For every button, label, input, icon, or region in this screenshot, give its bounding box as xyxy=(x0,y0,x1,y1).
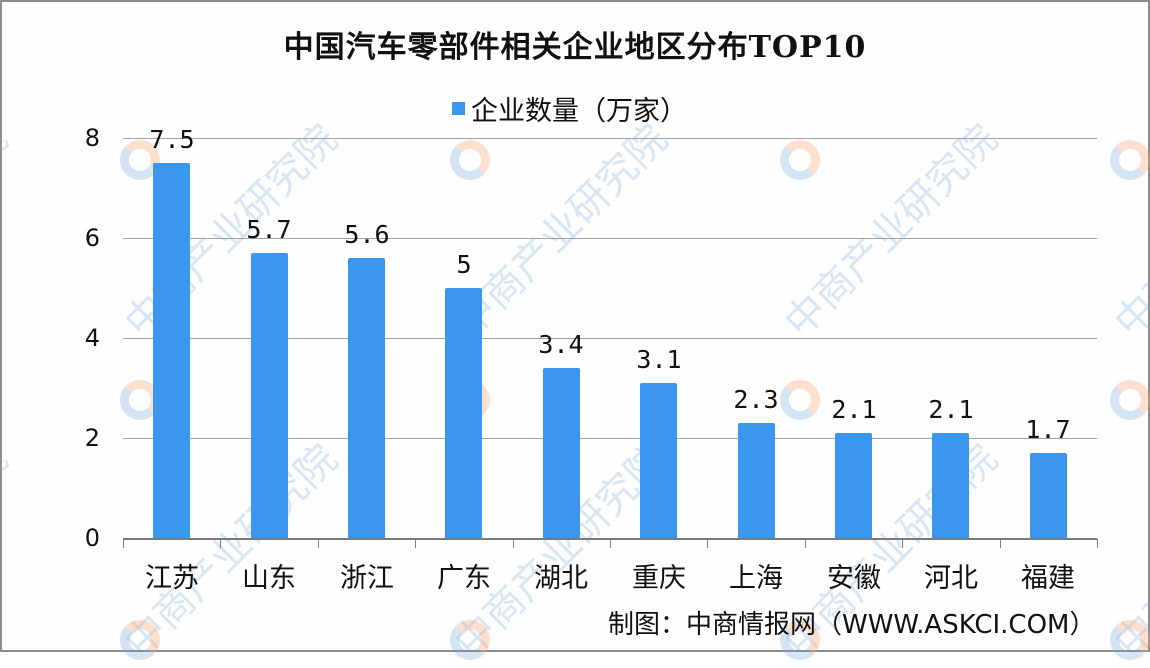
category-label: 山东 xyxy=(242,563,296,594)
value-label: 2.1 xyxy=(928,395,974,424)
category-label: 河北 xyxy=(924,563,978,594)
value-label: 2.1 xyxy=(831,395,877,424)
value-label: 3.4 xyxy=(538,330,584,359)
y-tick-label: 4 xyxy=(84,324,100,352)
category-label: 浙江 xyxy=(340,563,394,594)
value-label: 2.3 xyxy=(733,385,779,414)
bar xyxy=(640,383,677,538)
chart-frame xyxy=(0,0,1150,652)
x-tick xyxy=(220,539,221,548)
x-tick xyxy=(415,539,416,548)
value-label: 1.7 xyxy=(1025,415,1071,444)
gridline xyxy=(123,338,1097,339)
value-label: 5 xyxy=(456,250,472,279)
bar xyxy=(153,163,190,538)
category-label: 安徽 xyxy=(827,563,881,594)
gridline xyxy=(123,138,1097,139)
bar xyxy=(251,253,288,538)
value-label: 5.6 xyxy=(344,220,390,249)
x-tick xyxy=(513,539,514,548)
legend-swatch-icon xyxy=(452,101,465,115)
category-label: 广东 xyxy=(437,563,491,594)
y-tick-label: 8 xyxy=(84,124,100,152)
category-label: 江苏 xyxy=(145,563,199,594)
x-tick xyxy=(610,539,611,548)
value-label: 7.5 xyxy=(149,125,195,154)
gridline xyxy=(123,238,1097,239)
legend: 企业数量（万家） xyxy=(452,88,687,128)
x-tick xyxy=(707,539,708,548)
legend-label: 企业数量（万家） xyxy=(471,95,687,127)
x-tick xyxy=(123,539,124,548)
bar xyxy=(348,258,385,538)
x-tick xyxy=(805,539,806,548)
chart-title: 中国汽车零部件相关企业地区分布TOP10 xyxy=(283,30,867,65)
x-tick xyxy=(902,539,903,548)
bar xyxy=(738,423,775,538)
category-label: 重庆 xyxy=(632,563,686,594)
bar xyxy=(835,433,872,538)
x-tick xyxy=(1097,539,1098,548)
bar xyxy=(932,433,969,538)
x-tick xyxy=(318,539,319,548)
y-tick-label: 6 xyxy=(84,224,100,252)
category-label: 上海 xyxy=(729,563,783,594)
category-label: 福建 xyxy=(1021,563,1075,594)
plot-area: 0 2 4 6 8 7.5 江苏 5.7 山东 5.6 浙江 5 广东 3.4 湖北 3.1 重庆 2.3 上海 2.… xyxy=(84,124,1098,594)
bar xyxy=(445,288,482,538)
bar xyxy=(1030,453,1067,538)
bar xyxy=(543,368,580,538)
x-tick xyxy=(1000,539,1001,548)
y-tick-label: 2 xyxy=(84,424,100,452)
value-label: 3.1 xyxy=(636,345,682,374)
category-label: 湖北 xyxy=(534,563,588,594)
source-caption: 制图：中商情报网（WWW.ASKCI.COM） xyxy=(608,610,1096,640)
value-label: 5.7 xyxy=(246,215,292,244)
gridline xyxy=(123,438,1097,439)
y-tick-label: 0 xyxy=(84,524,100,552)
